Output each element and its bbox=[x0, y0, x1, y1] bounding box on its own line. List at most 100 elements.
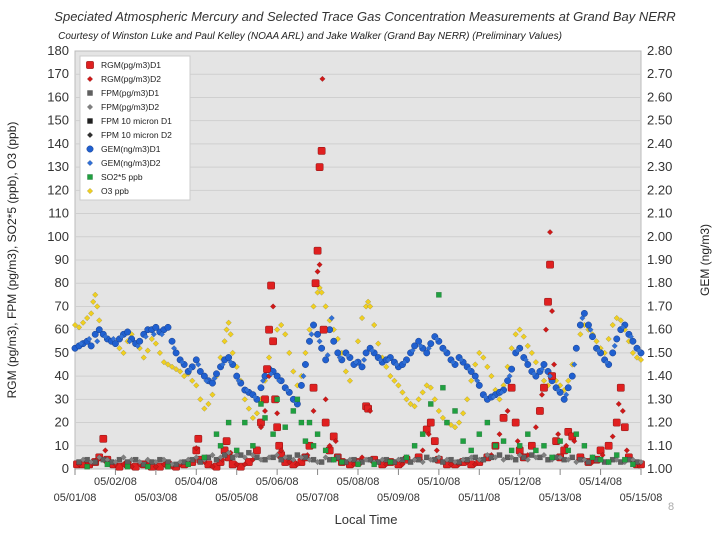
data-point bbox=[516, 326, 523, 333]
data-point bbox=[455, 419, 463, 426]
x-tick-label: 05/13/08 bbox=[539, 492, 582, 504]
data-point bbox=[385, 356, 392, 363]
data-point bbox=[589, 333, 596, 341]
data-point bbox=[229, 349, 236, 356]
data-point bbox=[358, 314, 366, 322]
data-point bbox=[589, 454, 596, 461]
data-point bbox=[225, 354, 233, 361]
data-point bbox=[379, 456, 386, 463]
data-point bbox=[500, 456, 507, 463]
data-point bbox=[265, 454, 273, 461]
data-point bbox=[245, 405, 252, 412]
data-point bbox=[508, 345, 515, 352]
data-point bbox=[506, 373, 513, 380]
data-point bbox=[309, 383, 318, 392]
data-point bbox=[243, 386, 250, 394]
data-point bbox=[297, 381, 305, 389]
y-axis-label-right: GEM (ng/m3) bbox=[698, 224, 712, 296]
data-point bbox=[274, 410, 281, 417]
data-point bbox=[116, 456, 123, 463]
legend-label: FPM(pg/m3)D1 bbox=[101, 88, 159, 98]
data-point bbox=[217, 454, 224, 461]
data-point bbox=[435, 454, 442, 461]
data-point bbox=[164, 323, 172, 331]
data-point bbox=[441, 347, 449, 354]
x-tick-label: 05/02/08 bbox=[94, 476, 137, 488]
data-point bbox=[440, 459, 446, 465]
data-point bbox=[185, 461, 192, 468]
data-point bbox=[94, 303, 101, 310]
data-point bbox=[490, 393, 497, 401]
data-point bbox=[425, 345, 432, 352]
legend: RGM(pg/m3)D1 RGM(pg/m3)D2 FPM(pg/m3)D1 FPM(… bbox=[79, 55, 191, 201]
data-point bbox=[573, 458, 580, 466]
data-point bbox=[76, 459, 82, 465]
series-so2-5-ppb bbox=[84, 292, 636, 470]
left-tick-label: 40 bbox=[55, 368, 69, 383]
data-point bbox=[144, 456, 151, 463]
data-point bbox=[275, 441, 284, 450]
data-point bbox=[475, 381, 483, 389]
data-point bbox=[360, 356, 368, 363]
data-point bbox=[422, 425, 431, 434]
data-point bbox=[316, 261, 323, 268]
data-point bbox=[609, 433, 616, 440]
data-point bbox=[403, 396, 410, 403]
legend-marker bbox=[86, 75, 94, 83]
left-tick-label: 60 bbox=[55, 322, 69, 337]
data-point bbox=[471, 372, 479, 380]
data-point bbox=[499, 414, 508, 422]
data-point bbox=[276, 377, 283, 384]
data-point bbox=[464, 396, 471, 403]
data-point bbox=[90, 298, 97, 305]
x-tick-label: 05/07/08 bbox=[296, 492, 339, 504]
data-point bbox=[557, 454, 564, 461]
data-point bbox=[425, 431, 432, 438]
data-point bbox=[193, 454, 200, 461]
series-rgm-pg-m3-d1 bbox=[73, 147, 645, 471]
data-point bbox=[452, 408, 458, 414]
data-point bbox=[311, 279, 320, 288]
data-point bbox=[195, 361, 202, 368]
data-point bbox=[170, 345, 178, 352]
data-point bbox=[233, 451, 240, 459]
data-point bbox=[568, 372, 576, 380]
right-tick-label: 1.00 bbox=[647, 461, 672, 476]
data-point bbox=[241, 419, 248, 426]
data-point bbox=[200, 372, 208, 380]
data-point bbox=[302, 438, 309, 444]
data-point bbox=[451, 458, 459, 466]
data-point bbox=[116, 345, 123, 352]
data-point bbox=[565, 377, 572, 384]
left-tick-label: 20 bbox=[55, 415, 69, 430]
data-point bbox=[365, 298, 372, 305]
data-point bbox=[619, 324, 626, 331]
data-point bbox=[581, 456, 588, 463]
data-point bbox=[419, 431, 426, 437]
data-point bbox=[172, 349, 180, 357]
data-point bbox=[193, 382, 200, 389]
data-point bbox=[579, 314, 586, 322]
data-point bbox=[585, 459, 592, 465]
data-point bbox=[538, 391, 546, 398]
data-point bbox=[423, 382, 430, 389]
data-point bbox=[71, 321, 79, 329]
data-point bbox=[484, 419, 491, 426]
data-point bbox=[629, 337, 637, 345]
data-point bbox=[427, 340, 435, 348]
data-point bbox=[282, 424, 289, 431]
data-point bbox=[468, 454, 475, 461]
data-point bbox=[269, 337, 277, 346]
data-point bbox=[112, 458, 119, 466]
data-point bbox=[393, 361, 400, 368]
right-tick-label: 2.30 bbox=[647, 159, 672, 174]
data-point bbox=[286, 349, 293, 356]
data-point bbox=[213, 456, 220, 463]
data-point bbox=[136, 458, 143, 466]
data-point bbox=[427, 384, 434, 391]
data-point bbox=[201, 454, 208, 461]
data-point bbox=[140, 354, 147, 361]
data-point bbox=[92, 291, 99, 298]
data-point bbox=[546, 229, 554, 236]
